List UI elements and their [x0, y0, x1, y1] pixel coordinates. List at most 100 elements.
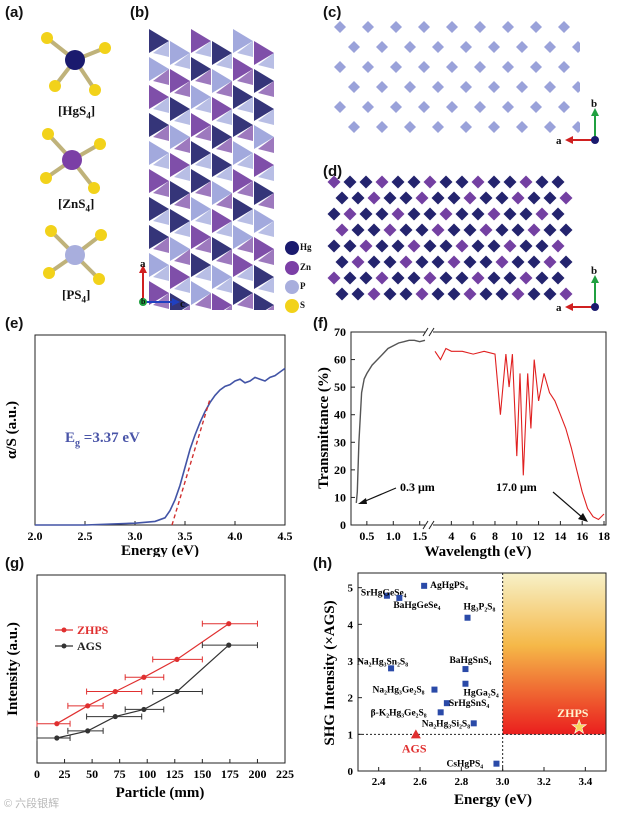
lattice-diamond [415, 255, 429, 269]
chart-h-point-label: SrHgSnS₄ [449, 699, 489, 709]
chart-g-point [112, 713, 118, 720]
chart-g-series-line [56, 644, 230, 739]
chart-h-point [443, 700, 450, 707]
chart-h-point-zhps [571, 718, 588, 734]
lattice-diamond [551, 207, 565, 221]
chart-g-ylabel: Intensity (a.u.) [5, 622, 21, 716]
lattice-diamond [418, 21, 430, 33]
chart-h-point-label: Hg₃P₂S₈ [464, 603, 496, 613]
chart-h-xtick: 2.6 [413, 776, 427, 788]
lattice-diamond [423, 175, 437, 189]
chart-f-ytick: 10 [334, 490, 346, 504]
lattice-diamond [474, 61, 486, 73]
tetrahedron [170, 69, 190, 93]
lattice-diamond [407, 207, 421, 221]
tetrahedron [170, 209, 190, 233]
lattice-diamond [447, 223, 461, 237]
lattice-diamond [460, 81, 472, 93]
tetrahedron [149, 253, 169, 277]
lattice-diamond [351, 255, 365, 269]
tetrahedron [195, 97, 211, 113]
chart-f-xtick: 1.5 [412, 529, 427, 543]
chart-g-xtick: 75 [114, 767, 126, 781]
lattice-diamond [343, 271, 357, 285]
lattice-diamond [527, 287, 541, 301]
tetrahedron [237, 293, 253, 309]
lattice-diamond [415, 191, 429, 205]
tetrahedron [216, 53, 232, 69]
lattice-diamond [559, 255, 573, 269]
lattice-diamond [423, 207, 437, 221]
chart-h-point-label: β-K₂Hg₃Ge₂S₈ [371, 708, 427, 718]
chart-h-point [493, 760, 500, 767]
lattice-diamond [348, 41, 360, 53]
chart-e-annotation: Eg =3.37 eV [65, 430, 140, 449]
lattice-diamond [327, 207, 341, 221]
lattice-diamond [543, 255, 557, 269]
lattice-diamond [460, 41, 472, 53]
lattice-diamond [502, 21, 514, 33]
lattice-diamond [558, 21, 570, 33]
chart-f-ytick: 50 [334, 380, 346, 394]
tetrahedron [216, 81, 232, 97]
chart-f-ytick: 20 [334, 463, 346, 477]
lattice-diamond [431, 255, 445, 269]
lattice-diamond [495, 223, 509, 237]
lattice-diamond [495, 287, 509, 301]
lattice-diamond [334, 61, 346, 73]
lattice-diamond [535, 207, 549, 221]
chart-h-point-label: HgGa₂S₄ [463, 689, 498, 699]
chart-f-xtick: 16 [576, 529, 588, 543]
panel-label-c: (c) [323, 4, 342, 21]
chart-f-xtick: 1.0 [386, 529, 401, 543]
lattice-diamond [527, 255, 541, 269]
tetrahedron [174, 221, 190, 237]
chart-g-xtick: 25 [59, 767, 71, 781]
tetrahedron [233, 253, 253, 277]
tetrahedron [212, 181, 232, 205]
lattice-diamond [463, 287, 477, 301]
tetrahedron [233, 57, 253, 81]
lattice-diamond [399, 223, 413, 237]
tetrahedron [191, 85, 211, 109]
tetrahedron [195, 181, 211, 197]
tetrahedron [153, 97, 169, 113]
lattice-diamond [376, 121, 388, 133]
lattice-diamond [471, 175, 485, 189]
tetrahedron [254, 237, 274, 261]
tetrahedron [254, 153, 274, 177]
tetrahedron [174, 137, 190, 153]
lattice-diamond [375, 207, 389, 221]
lattice-diamond [479, 191, 493, 205]
chart-h-ytick: 3 [348, 656, 354, 668]
chart-f-xtick: 6 [470, 529, 476, 543]
tetrahedron [254, 97, 274, 121]
lattice-diamond [558, 101, 570, 113]
lattice-diamond [535, 271, 549, 285]
lattice-diamond [375, 239, 389, 253]
lattice-diamond [559, 223, 573, 237]
watermark: © 六段银辉 [4, 798, 60, 810]
lattice-diamond [367, 223, 381, 237]
lattice-diamond [511, 191, 525, 205]
lattice-diamond [487, 175, 501, 189]
lattice-diamond [535, 175, 549, 189]
chart-e-xtick: 2.0 [28, 529, 43, 543]
lattice-diamond [519, 207, 533, 221]
legend-s: S [300, 300, 306, 310]
tetrahedron [254, 41, 274, 65]
tetrahedron [195, 153, 211, 169]
lattice-diamond [446, 21, 458, 33]
chart-f-ytick: 40 [334, 408, 346, 422]
lattice-diamond [543, 191, 557, 205]
lattice-diamond [460, 121, 472, 133]
lattice-diamond [544, 81, 556, 93]
lattice-diamond [351, 223, 365, 237]
lattice-diamond [327, 239, 341, 253]
tetrahedron [170, 181, 190, 205]
chart-h-point-label: Na₂Hg₃Sn₂S₈ [357, 657, 408, 667]
tetrahedron [149, 169, 169, 193]
tetrahedron [258, 165, 274, 181]
lattice-diamond [502, 101, 514, 113]
chart-g-point [85, 728, 91, 734]
